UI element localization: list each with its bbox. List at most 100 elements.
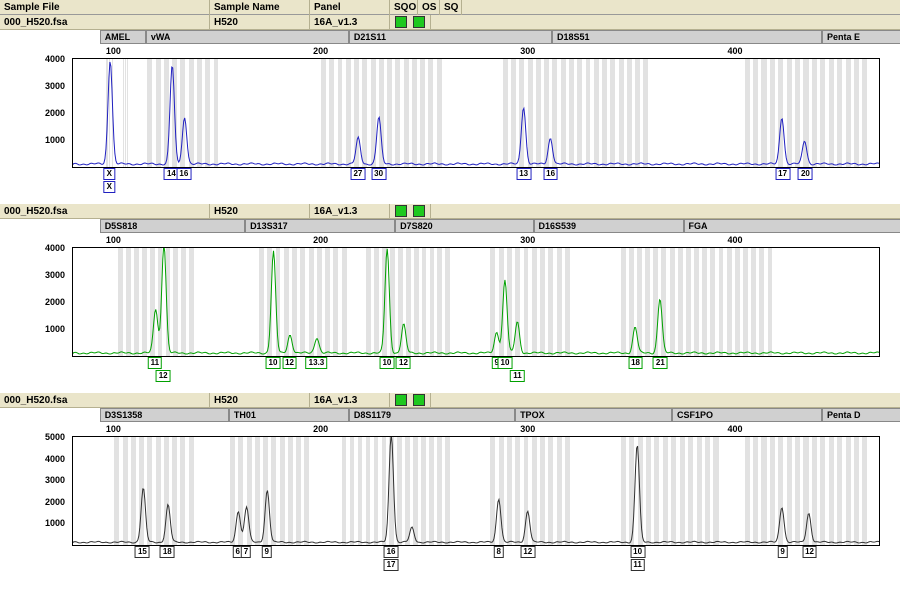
allele-call[interactable]: 10	[498, 357, 513, 369]
allele-call[interactable]: 8	[494, 546, 504, 558]
sample-name-cell: H520	[210, 204, 310, 219]
locus-label[interactable]: D21S11	[349, 30, 552, 44]
col-sqo[interactable]: SQO	[390, 0, 418, 15]
y-tick-label: 4000	[45, 243, 65, 253]
locus-label[interactable]: TH01	[229, 408, 349, 422]
qc-indicator-icon	[395, 205, 407, 217]
trace-svg	[73, 248, 879, 356]
qc-indicator-icon	[395, 16, 407, 28]
x-axis: 100200300400	[72, 235, 880, 247]
allele-call[interactable]: 13	[516, 168, 531, 180]
locus-label[interactable]: D5S818	[100, 219, 245, 233]
locus-label[interactable]: vWA	[146, 30, 349, 44]
allele-call[interactable]: 11	[630, 559, 644, 571]
locus-label[interactable]: D3S1358	[100, 408, 229, 422]
x-tick-label: 100	[106, 46, 121, 56]
sample-info-row[interactable]: 000_H520.fsaH52016A_v1.3	[0, 15, 900, 30]
allele-call[interactable]: 9	[262, 546, 272, 558]
allele-call[interactable]: 10	[379, 357, 394, 369]
locus-bar: AMELvWAD21S11D18S51Penta E	[72, 30, 900, 46]
allele-call[interactable]: 12	[282, 357, 297, 369]
sample-info-row[interactable]: 000_H520.fsaH52016A_v1.3	[0, 204, 900, 219]
allele-call[interactable]: 16	[384, 546, 399, 558]
trace-chart[interactable]: 1000200030004000	[72, 58, 880, 168]
locus-label[interactable]: Penta D	[822, 408, 900, 422]
col-sq[interactable]: SQ	[440, 0, 462, 15]
allele-call[interactable]: 17	[775, 168, 790, 180]
trace-chart[interactable]: 1000200030004000	[72, 247, 880, 357]
qc-indicator-icon	[395, 394, 407, 406]
allele-call[interactable]: 18	[160, 546, 175, 558]
trace-chart[interactable]: 10002000300040005000	[72, 436, 880, 546]
locus-label[interactable]: CSF1PO	[672, 408, 822, 422]
y-tick-label: 2000	[45, 108, 65, 118]
y-tick-label: 5000	[45, 432, 65, 442]
y-tick-label: 4000	[45, 454, 65, 464]
locus-label[interactable]: AMEL	[100, 30, 146, 44]
locus-label[interactable]: TPOX	[515, 408, 672, 422]
y-axis: 1000200030004000	[33, 248, 69, 356]
y-axis: 10002000300040005000	[33, 437, 69, 545]
panel-cell: 16A_v1.3	[310, 204, 390, 219]
trace-svg	[73, 437, 879, 545]
qc-cell	[390, 393, 431, 408]
allele-call[interactable]: 21	[653, 357, 668, 369]
allele-labels: 1112101213.31012910111821	[72, 357, 880, 385]
locus-label[interactable]: Penta E	[822, 30, 900, 44]
electropherogram-panel: 000_H520.fsaH52016A_v1.3AMELvWAD21S11D18…	[0, 15, 900, 196]
qc-cell	[390, 15, 431, 30]
locus-label[interactable]: D7S820	[395, 219, 533, 233]
col-panel[interactable]: Panel	[310, 0, 390, 15]
panel-cell: 16A_v1.3	[310, 393, 390, 408]
allele-call[interactable]: 10	[266, 357, 281, 369]
allele-call[interactable]: X	[104, 181, 115, 193]
x-tick-label: 200	[313, 46, 328, 56]
electropherogram-panel: 000_H520.fsaH52016A_v1.3D5S818D13S317D7S…	[0, 204, 900, 385]
allele-call[interactable]: 30	[371, 168, 386, 180]
panel-cell: 16A_v1.3	[310, 15, 390, 30]
x-tick-label: 400	[727, 46, 742, 56]
locus-label[interactable]: D13S317	[245, 219, 395, 233]
allele-call[interactable]: 12	[520, 546, 535, 558]
allele-call[interactable]: 10	[630, 546, 645, 558]
allele-labels: XX1416273013161720	[72, 168, 880, 196]
y-tick-label: 1000	[45, 135, 65, 145]
allele-call[interactable]: 17	[384, 559, 399, 571]
y-tick-label: 1000	[45, 518, 65, 528]
allele-call[interactable]: 12	[396, 357, 411, 369]
allele-call[interactable]: 11	[510, 370, 524, 382]
y-axis: 1000200030004000	[33, 59, 69, 167]
x-tick-label: 200	[313, 235, 328, 245]
allele-call[interactable]: 15	[135, 546, 150, 558]
locus-label[interactable]: D18S51	[552, 30, 822, 44]
allele-call[interactable]: 27	[350, 168, 365, 180]
locus-label[interactable]: D8S1179	[349, 408, 515, 422]
col-os[interactable]: OS	[418, 0, 440, 15]
y-tick-label: 2000	[45, 297, 65, 307]
sample-info-row[interactable]: 000_H520.fsaH52016A_v1.3	[0, 393, 900, 408]
qc-indicator-icon	[413, 205, 425, 217]
allele-call[interactable]: 11	[148, 357, 162, 369]
y-tick-label: 1000	[45, 324, 65, 334]
allele-call[interactable]: 20	[798, 168, 813, 180]
col-sample-file[interactable]: Sample File	[0, 0, 210, 15]
allele-call[interactable]: 16	[543, 168, 558, 180]
col-sample-name[interactable]: Sample Name	[210, 0, 310, 15]
table-header: Sample File Sample Name Panel SQO OS SQ	[0, 0, 900, 15]
allele-call[interactable]: 9	[777, 546, 787, 558]
x-tick-label: 300	[520, 424, 535, 434]
y-tick-label: 4000	[45, 54, 65, 64]
allele-call[interactable]: X	[104, 168, 115, 180]
y-tick-label: 2000	[45, 497, 65, 507]
y-tick-label: 3000	[45, 270, 65, 280]
allele-call[interactable]: 12	[802, 546, 817, 558]
locus-bar: D5S818D13S317D7S820D16S539FGA	[72, 219, 900, 235]
locus-label[interactable]: FGA	[684, 219, 900, 233]
locus-label[interactable]: D16S539	[534, 219, 684, 233]
allele-call[interactable]: 13.3	[306, 357, 328, 369]
qc-cell	[390, 204, 431, 219]
allele-call[interactable]: 18	[628, 357, 643, 369]
allele-call[interactable]: 12	[156, 370, 171, 382]
allele-call[interactable]: 16	[176, 168, 191, 180]
allele-call[interactable]: 7	[241, 546, 251, 558]
